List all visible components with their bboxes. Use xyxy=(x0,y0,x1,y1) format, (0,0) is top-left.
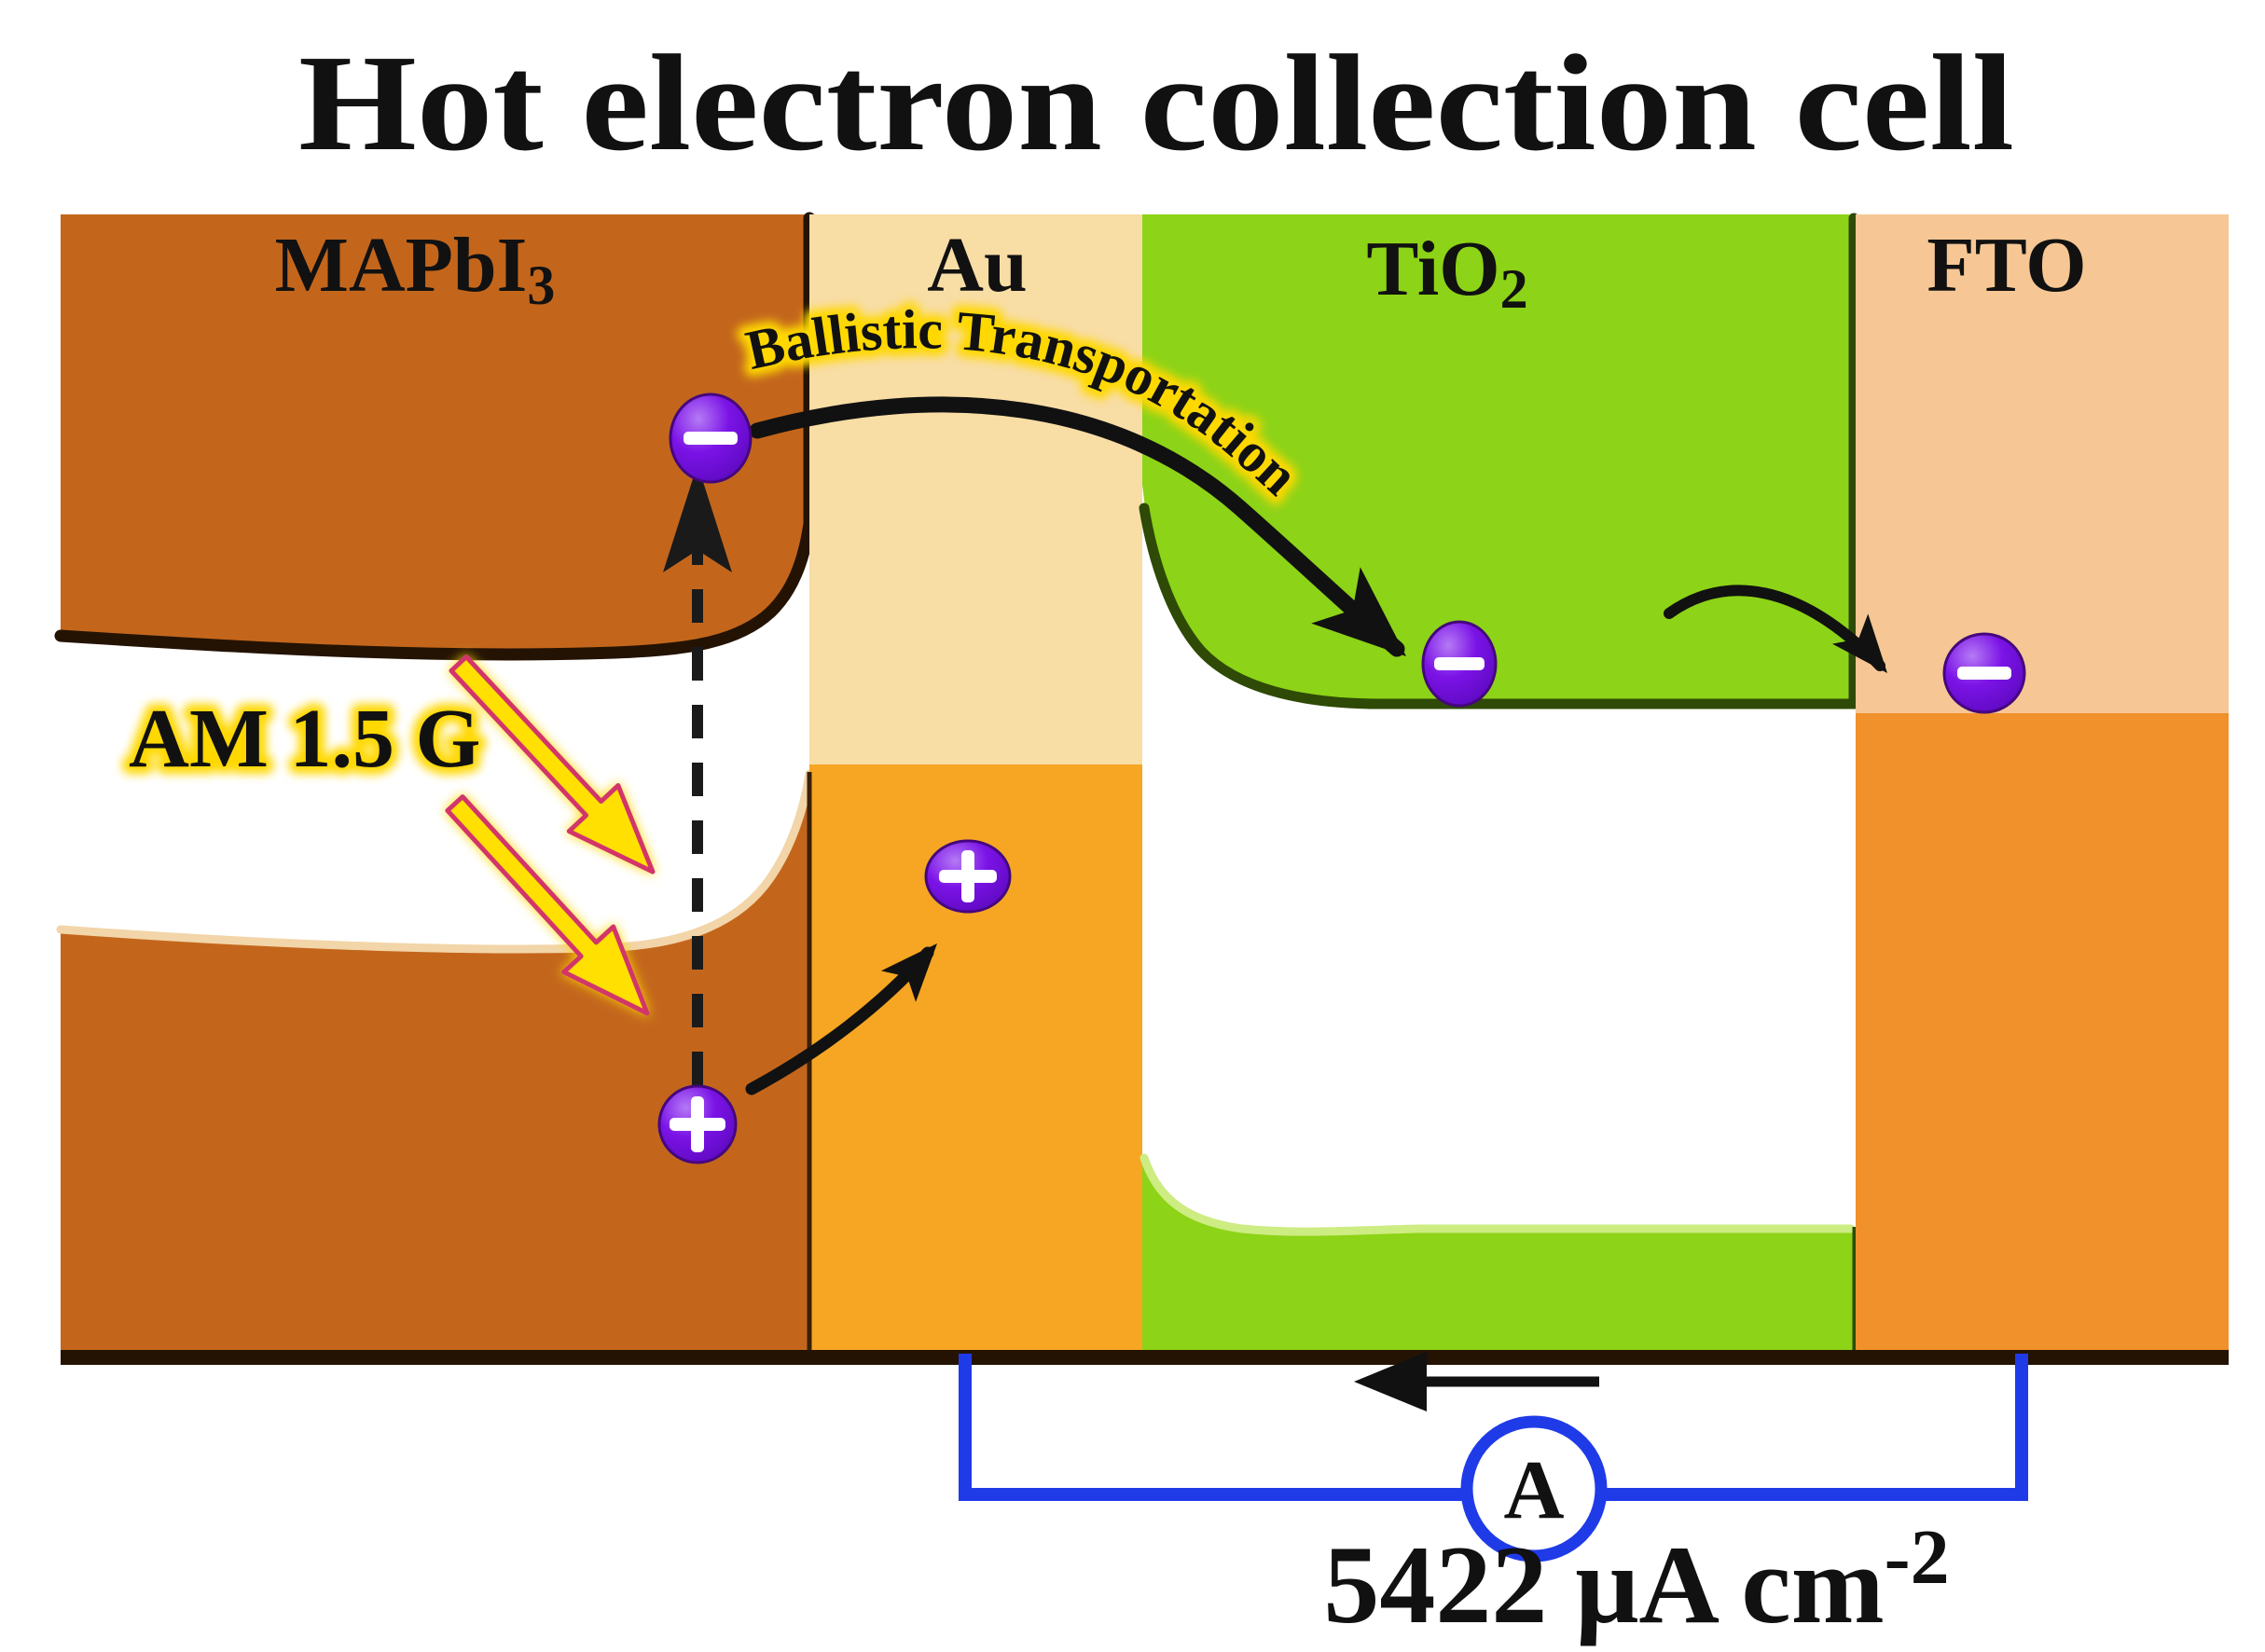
mapbi3-valence-band-highlight xyxy=(56,769,814,954)
electron-tio2 xyxy=(1421,620,1498,708)
external-circuit: A 5422 μA cm-2 xyxy=(959,1352,2028,1646)
illumination-label: AM 1.5 G xyxy=(129,693,480,785)
hole-mapbi3 xyxy=(657,1084,738,1164)
tio2-conduction-band-edge xyxy=(1139,213,1859,709)
illumination-label-glow: AM 1.5 G xyxy=(129,693,480,785)
layer-tio2 xyxy=(1139,213,1859,1352)
minus-glyph xyxy=(1434,657,1485,670)
current-direction-arrow xyxy=(1354,1352,1599,1411)
electron-transfer-arrow xyxy=(1664,585,1887,673)
electron-fto xyxy=(1942,632,2026,714)
fto-below-fermi xyxy=(1856,713,2229,1352)
hot-electron-mapbi3 xyxy=(669,392,753,484)
fto-above-fermi xyxy=(1856,214,2229,713)
tio2-valence-band-highlight xyxy=(1139,1153,1856,1236)
current-arrow-head xyxy=(1354,1352,1427,1411)
minus-glyph xyxy=(1957,667,2011,680)
current-density-exponent: -2 xyxy=(1885,1514,1950,1601)
ballistic-arrow-head xyxy=(1311,567,1406,656)
ammeter-label: A xyxy=(1504,1444,1565,1536)
label-mapbi3: MAPbI3 xyxy=(275,222,556,316)
mapbi3-conduction-band xyxy=(61,214,809,653)
electron-transfer-head xyxy=(1831,613,1887,673)
ammeter xyxy=(1460,1415,1608,1563)
mapbi3-conduction-band-edge xyxy=(54,212,816,661)
label-fto: FTO xyxy=(1927,222,2086,309)
plus-glyph-v xyxy=(961,850,974,902)
hole-transfer-arrow xyxy=(745,943,937,1095)
ballistic-arrow-shaft xyxy=(749,396,1405,657)
diagram-baseline xyxy=(61,1350,2229,1365)
page-title: Hot electron collection cell xyxy=(298,27,2014,180)
photoexcitation-arrow xyxy=(663,464,732,1085)
plus-glyph-v xyxy=(691,1096,704,1152)
layer-mapbi3 xyxy=(54,212,816,1352)
photoexcitation-arrow-head xyxy=(663,464,732,572)
layer-fto xyxy=(1856,214,2229,1352)
illumination-group: AM 1.5 G AM 1.5 G xyxy=(121,640,677,1036)
current-density-label: 5422 μA cm-2 xyxy=(1323,1514,1949,1646)
mapbi3-valence-band xyxy=(61,772,809,1352)
hole-au xyxy=(924,839,1012,914)
label-au: Au xyxy=(927,222,1027,309)
tio2-valence-band xyxy=(1142,1156,1856,1352)
current-density-value: 5422 μA cm xyxy=(1323,1522,1884,1646)
electron-transfer-shaft xyxy=(1664,585,1885,671)
minus-glyph xyxy=(684,432,738,445)
au-above-fermi xyxy=(809,214,1142,764)
hole-transfer-head xyxy=(880,943,937,1002)
label-tio2: TiO2 xyxy=(1366,226,1527,320)
